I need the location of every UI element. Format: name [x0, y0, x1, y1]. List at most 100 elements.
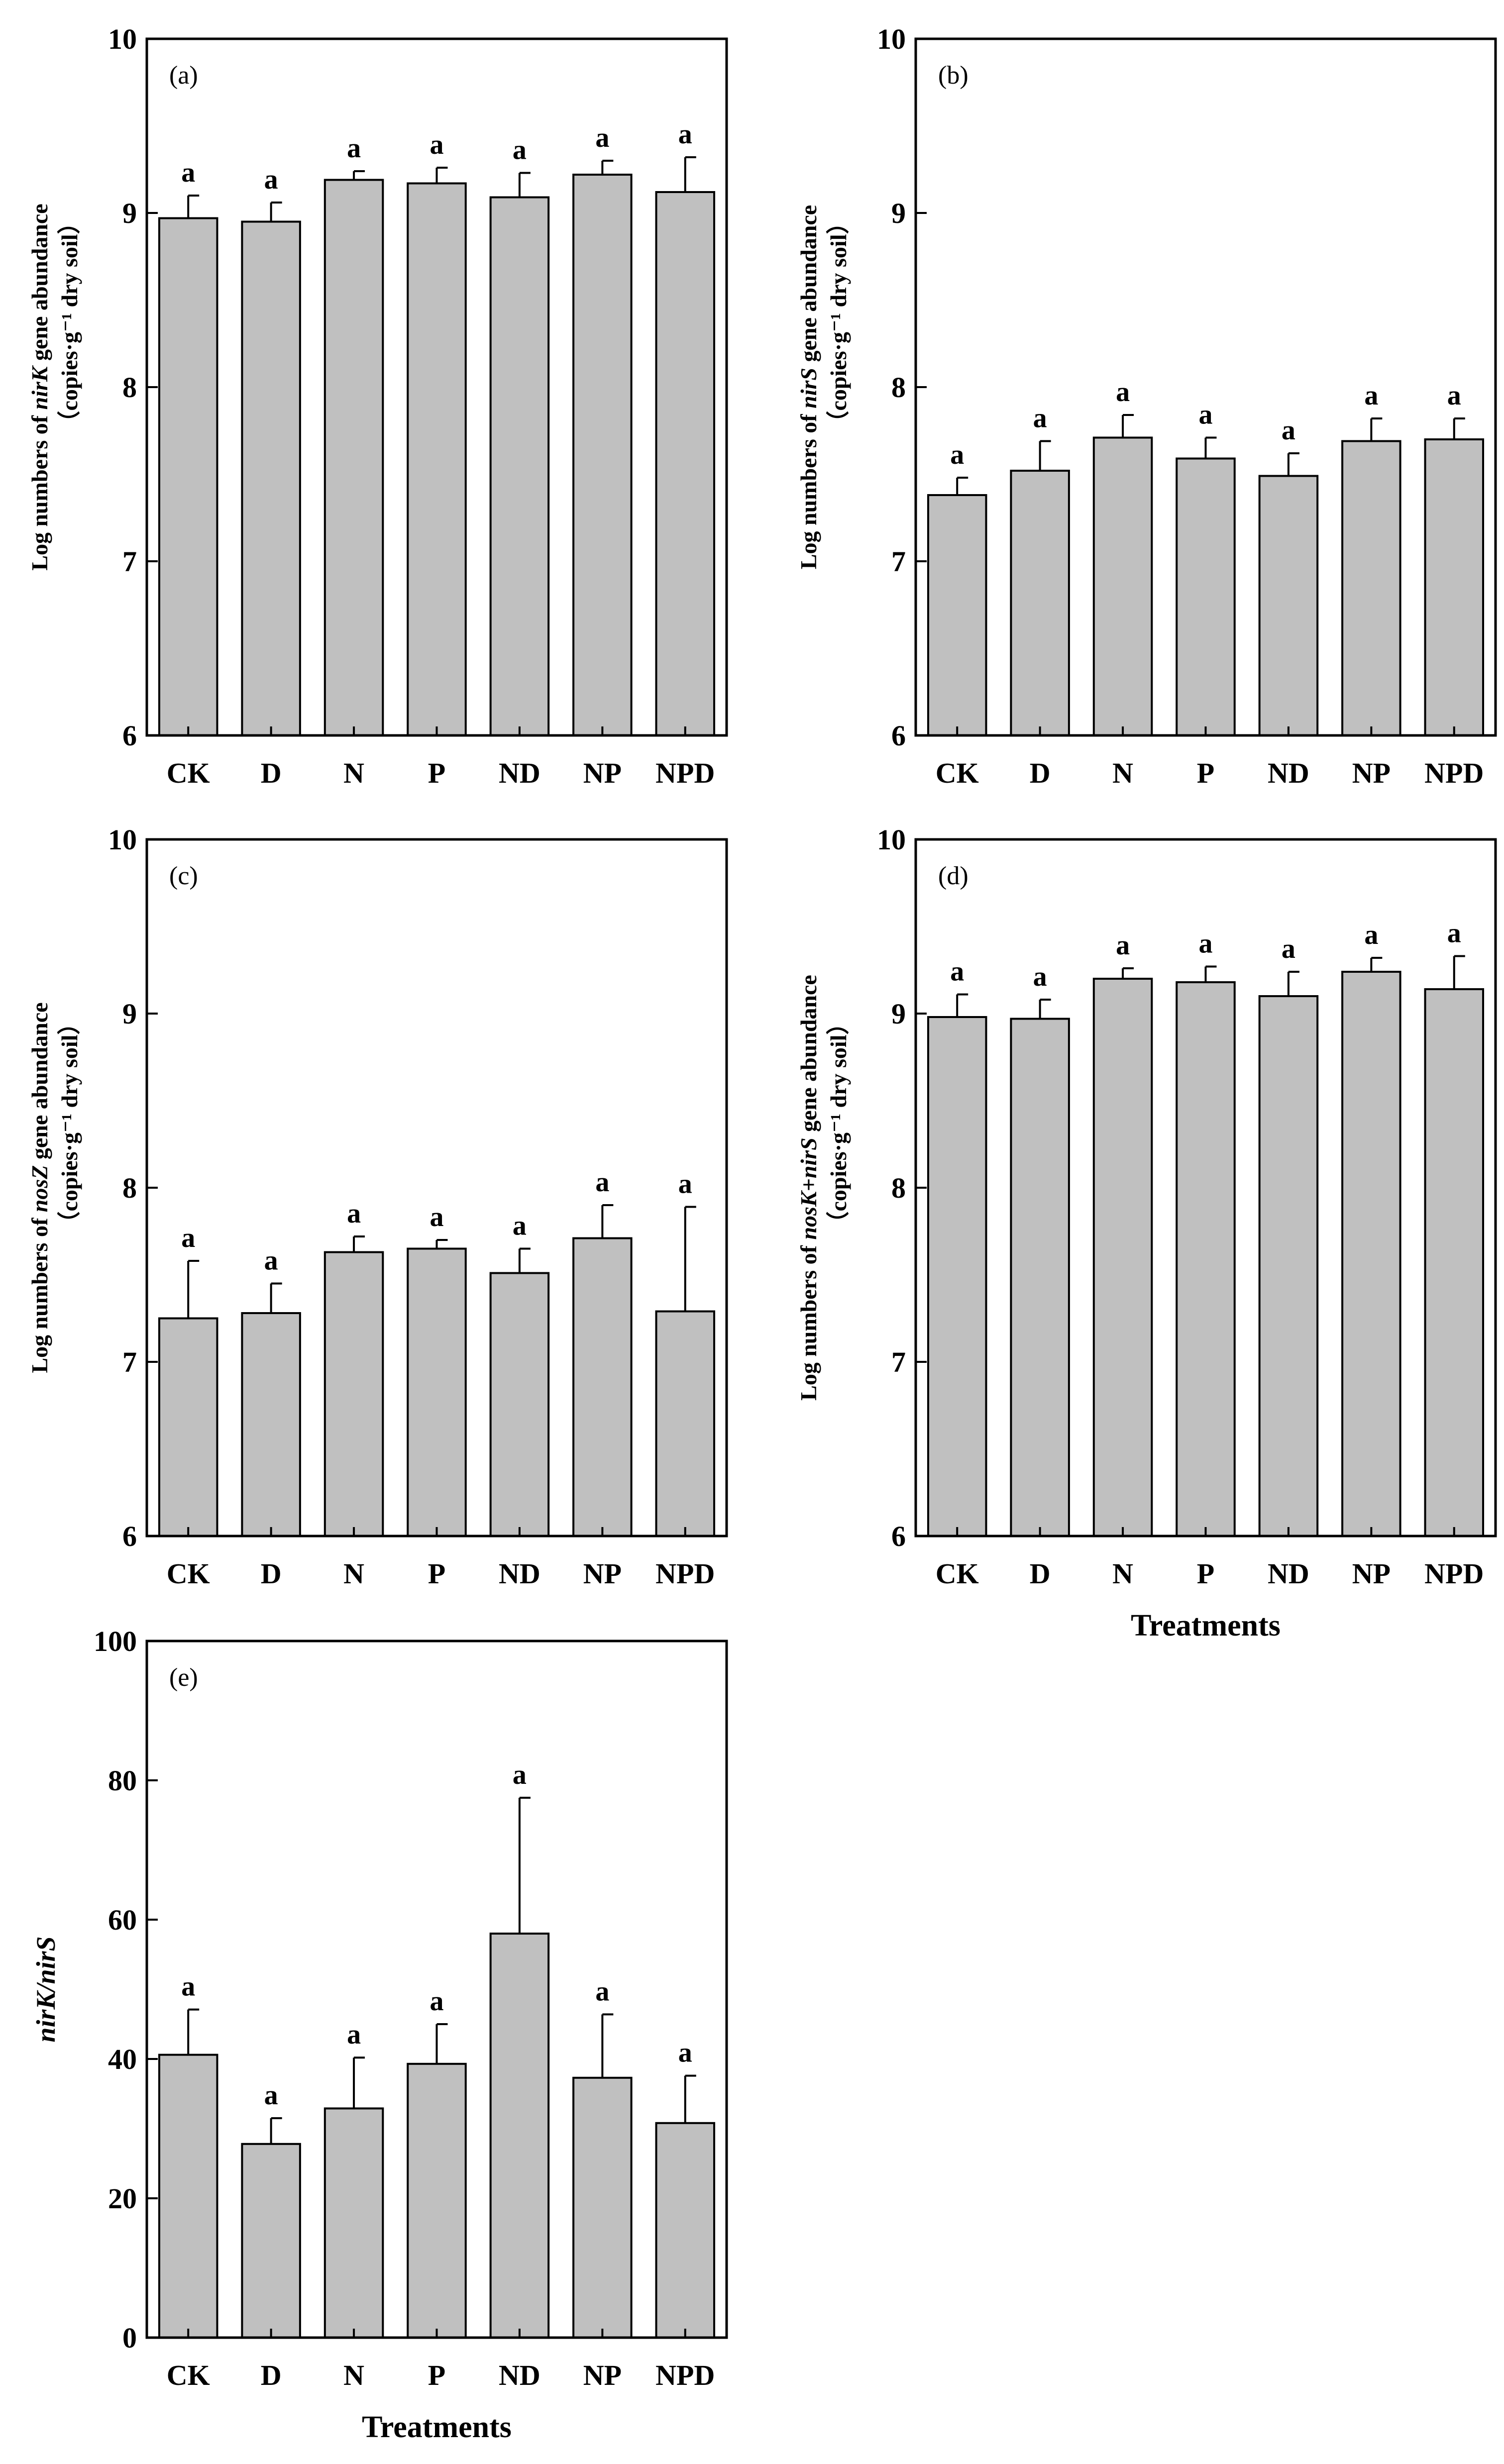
chart-panel-d: a CK a Da Na Pa ND a NP a NPD 6 7 8 9 10 (d) Log numbers …	[796, 823, 1497, 1643]
bar-NP	[1341, 440, 1401, 736]
bar-NPD	[1424, 438, 1485, 736]
x-tick-label-NPD: NPD	[1424, 757, 1484, 789]
y-axis-title: Log numbers of nirK gene abundance	[27, 204, 52, 570]
y-axis-title-gene: nirK	[27, 365, 52, 410]
y-axis-title-gene: nirS	[796, 368, 821, 409]
x-tick-label-P: P	[428, 1557, 445, 1590]
bar-NP	[1341, 971, 1401, 1537]
y-tick-label: 7	[891, 1346, 906, 1378]
x-tick-label-N: N	[1112, 757, 1133, 789]
significance-label-NPD: a	[1447, 380, 1461, 411]
y-axis-title-prefix: Log numbers of	[796, 1240, 821, 1401]
significance-label-CK: a	[950, 956, 964, 987]
x-tick-label-D: D	[261, 757, 282, 789]
bar-N	[1092, 978, 1153, 1537]
bar-N	[323, 2107, 384, 2339]
bar-NP	[572, 174, 633, 736]
y-tick-label: 7	[122, 1346, 137, 1378]
y-tick-label: 9	[891, 197, 906, 229]
y-tick-label: 6	[122, 1520, 137, 1552]
x-tick-label-NP: NP	[1352, 757, 1391, 789]
significance-label-D: a	[1033, 403, 1047, 434]
significance-label-D: a	[1033, 961, 1047, 992]
bar-N	[323, 179, 384, 736]
x-tick-label-N: N	[343, 2359, 364, 2391]
x-tick-label-N: N	[1112, 1557, 1133, 1590]
x-tick-label-P: P	[428, 757, 445, 789]
x-tick-label-ND: ND	[499, 2359, 540, 2391]
y-axis-units: （copies·g⁻¹ dry soil）	[57, 211, 82, 434]
significance-label-CK: a	[181, 157, 195, 188]
x-tick-label-NPD: NPD	[655, 2359, 715, 2391]
x-axis-title: Treatments	[1131, 1609, 1281, 1643]
y-axis-title: Log numbers of nosZ gene abundance	[27, 1002, 52, 1373]
significance-label-D: a	[264, 164, 278, 195]
panel-label: (e)	[169, 1663, 198, 1692]
significance-label-D: a	[264, 2080, 278, 2111]
y-tick-label: 9	[122, 197, 137, 229]
significance-label-N: a	[1116, 930, 1130, 961]
bar-NPD	[655, 1310, 716, 1537]
bar-CK	[158, 217, 218, 736]
y-tick-label: 40	[108, 2043, 137, 2075]
bar-D	[1010, 470, 1070, 736]
bar-ND	[489, 196, 550, 736]
y-tick-label: 10	[108, 23, 137, 55]
significance-label-P: a	[430, 1986, 444, 2017]
significance-label-D: a	[264, 1245, 278, 1276]
bar-NP	[572, 1237, 633, 1537]
bar-CK	[927, 494, 987, 736]
significance-label-NPD: a	[678, 119, 692, 150]
x-tick-label-CK: CK	[936, 1557, 979, 1590]
y-axis-units: （copies·g⁻¹ dry soil）	[826, 1012, 851, 1234]
y-tick-label: 8	[891, 371, 906, 404]
bar-N	[323, 1251, 384, 1537]
y-axis-title-prefix: Log numbers of	[27, 410, 52, 570]
chart-panel-a: a CK a Da Na Pa ND a NP a NPD 6 7 8 9 10 (a) Log numbers …	[27, 23, 728, 789]
y-tick-label: 9	[891, 998, 906, 1030]
significance-label-NP: a	[1364, 920, 1378, 950]
significance-label-ND: a	[513, 135, 527, 166]
significance-label-CK: a	[181, 1223, 195, 1253]
significance-label-N: a	[347, 1198, 361, 1229]
x-tick-label-P: P	[1197, 1557, 1214, 1590]
y-tick-label: 100	[94, 1625, 137, 1657]
x-tick-label-CK: CK	[167, 2359, 210, 2391]
chart-panel-c: a CK a Da Na Pa ND a NP a NPD 6 7 8 9 10 (c) Log numbers …	[27, 823, 728, 1590]
panel-label: (d)	[938, 862, 968, 890]
y-axis-title-prefix: Log numbers of	[27, 1212, 52, 1373]
bar-P	[407, 182, 467, 736]
significance-label-N: a	[1116, 377, 1130, 408]
y-tick-label: 6	[891, 1520, 906, 1552]
x-tick-label-D: D	[1030, 1557, 1051, 1590]
bar-N	[1092, 436, 1153, 736]
y-axis-title: nirK/nirS	[31, 1936, 61, 2042]
bar-ND	[489, 1272, 550, 1537]
x-tick-label-ND: ND	[1268, 757, 1309, 789]
y-tick-label: 8	[891, 1172, 906, 1204]
y-tick-label: 6	[891, 719, 906, 752]
x-tick-label-NP: NP	[583, 757, 622, 789]
y-axis-title-gene: nosZ	[27, 1165, 52, 1213]
y-axis-title-suffix: gene abundance	[796, 975, 821, 1137]
x-tick-label-NPD: NPD	[655, 757, 715, 789]
y-axis-units: （copies·g⁻¹ dry soil）	[826, 211, 851, 434]
panel-label: (c)	[169, 862, 198, 890]
x-tick-label-NP: NP	[1352, 1557, 1391, 1590]
y-tick-label: 80	[108, 1764, 137, 1797]
significance-label-N: a	[347, 133, 361, 164]
y-axis-title: Log numbers of nirS gene abundance	[796, 205, 821, 569]
x-tick-label-NP: NP	[583, 2359, 622, 2391]
significance-label-NPD: a	[1447, 918, 1461, 949]
bar-P	[407, 1247, 467, 1537]
x-tick-label-N: N	[343, 1557, 364, 1590]
significance-label-NPD: a	[678, 1169, 692, 1200]
y-tick-label: 8	[122, 1172, 137, 1204]
y-axis-title-prefix: Log numbers of	[796, 409, 821, 569]
y-tick-label: 10	[877, 823, 906, 856]
x-tick-label-D: D	[261, 1557, 282, 1590]
y-tick-label: 0	[122, 2322, 137, 2354]
significance-label-N: a	[347, 2019, 361, 2050]
x-tick-label-NP: NP	[583, 1557, 622, 1590]
